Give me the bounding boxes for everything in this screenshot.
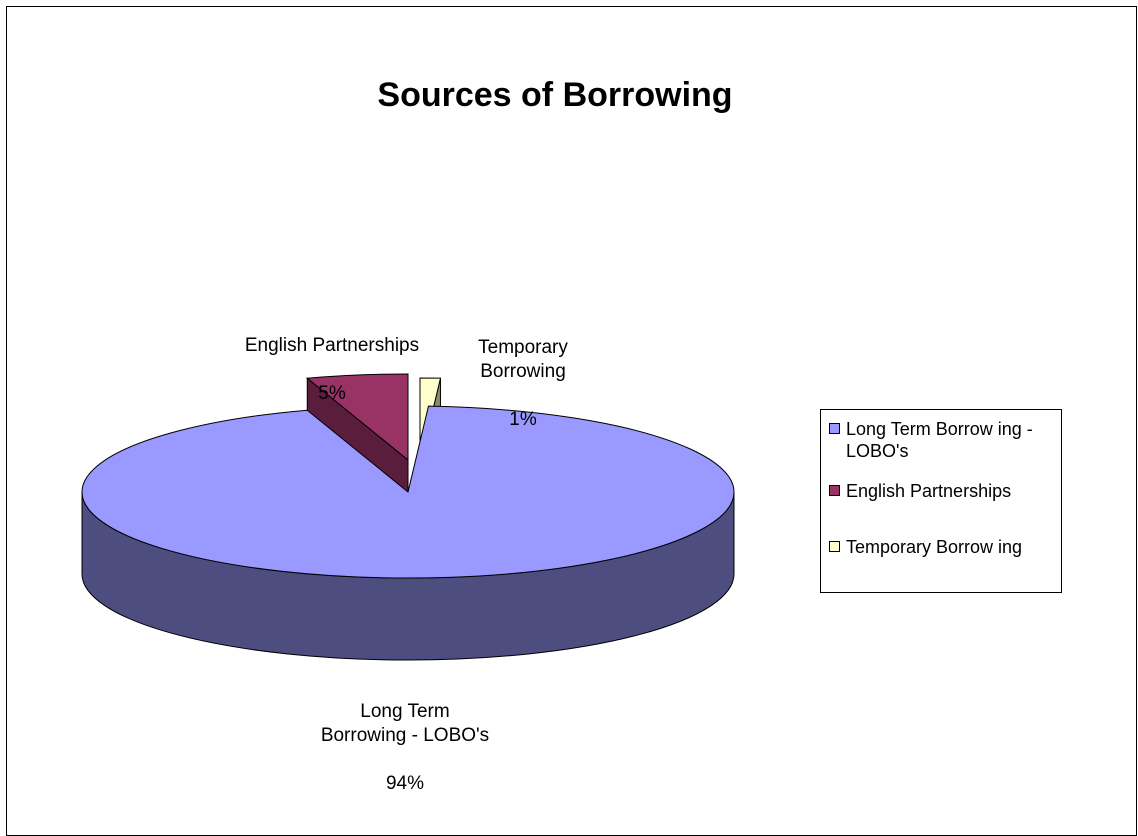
legend-label-english-partnerships: English Partnerships (846, 481, 1012, 501)
pie-slice-long-term (81, 405, 735, 579)
legend-swatch-long-term (829, 423, 840, 434)
legend: Long Term Borrow ing - LOBO's English Pa… (820, 409, 1062, 593)
legend-swatch-temporary-borrowing (829, 541, 840, 552)
legend-item-temporary-borrowing: Temporary Borrow ing (829, 536, 1059, 558)
data-label-long-term: Long Term Borrowing - LOBO's 94% (270, 676, 540, 796)
data-label-english-partnerships: English Partnerships 5% (212, 310, 452, 406)
data-label-temporary-borrowing-pct: 1% (509, 409, 537, 430)
data-label-temporary-borrowing-name: Temporary Borrowing (478, 337, 568, 382)
data-label-english-partnerships-pct: 5% (318, 383, 346, 404)
data-label-long-term-pct: 94% (385, 773, 425, 794)
data-label-temporary-borrowing: Temporary Borrowing 1% (458, 312, 588, 432)
legend-swatch-english-partnerships (829, 485, 840, 496)
pie-slice-english-partnerships (305, 373, 409, 462)
data-label-long-term-name: Long Term Borrowing - LOBO's (320, 701, 490, 746)
legend-label-long-term: Long Term Borrow ing - LOBO's (846, 419, 1033, 461)
legend-item-english-partnerships: English Partnerships (829, 480, 1059, 502)
data-label-english-partnerships-name: English Partnerships (244, 335, 420, 356)
legend-item-long-term: Long Term Borrow ing - LOBO's (829, 418, 1059, 462)
legend-label-temporary-borrowing: Temporary Borrow ing (846, 537, 1023, 557)
chart-title: Sources of Borrowing (377, 76, 733, 114)
